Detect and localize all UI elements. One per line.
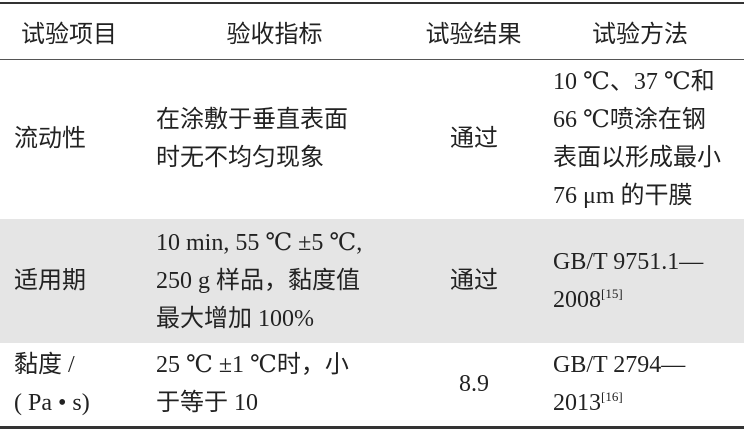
cell-method: 10 ℃、37 ℃和 66 ℃喷涂在钢 表面以形成最小 76 μm 的干膜: [537, 59, 744, 219]
cell-criteria: 10 min, 55 ℃ ±5 ℃, 250 g 样品，黏度值 最大增加 100…: [139, 219, 411, 343]
cell-line: 适用期: [14, 268, 86, 294]
cell-result: 通过: [450, 268, 498, 294]
cell-item: 流动性: [0, 59, 139, 219]
cell-line: 76 μm 的干膜: [553, 183, 693, 210]
cell-line: 在涂敷于垂直表面: [156, 107, 348, 134]
header-test-item: 试验项目: [21, 21, 117, 48]
cell-item: 适用期: [0, 219, 139, 343]
table-row: 黏度 / ( Pa • s) 25 ℃ ±1 ℃时，小 于等于 10 8.9 G…: [0, 343, 744, 427]
cell-line: 最大增加 100%: [156, 306, 314, 332]
cell-result: 通过: [450, 126, 498, 153]
reference-link[interactable]: [15]: [601, 286, 623, 301]
cell-line: 25 ℃ ±1 ℃时，小: [156, 352, 349, 379]
cell-line: GB/T 2794—: [553, 352, 686, 379]
header-row: 试验项目 验收指标 试验结果 试验方法: [0, 3, 744, 59]
header-method: 试验方法: [592, 21, 688, 48]
cell-line: 表面以形成最小: [553, 145, 721, 172]
header-criteria: 验收指标: [226, 21, 323, 48]
cell-result: 8.9: [459, 371, 489, 398]
reference-link[interactable]: [16]: [601, 389, 623, 405]
cell-line: 2008[15]: [553, 281, 744, 319]
cell-line: 10 min, 55 ℃ ±5 ℃,: [156, 230, 363, 256]
table-row: 适用期 10 min, 55 ℃ ±5 ℃, 250 g 样品，黏度值 最大增加…: [0, 219, 744, 343]
cell-line: 66 ℃喷涂在钢: [553, 107, 706, 134]
cell-item: 黏度 / ( Pa • s): [0, 343, 139, 427]
cell-line: 10 ℃、37 ℃和: [553, 69, 715, 96]
table-row: 流动性 在涂敷于垂直表面 时无不均匀现象 通过 10 ℃、37 ℃和 66 ℃喷…: [0, 59, 744, 219]
header-result: 试验结果: [425, 21, 522, 48]
cell-method: GB/T 9751.1— 2008[15]: [537, 219, 744, 343]
cell-line: ( Pa • s): [14, 390, 90, 417]
cell-line: 流动性: [14, 126, 86, 153]
cell-line: 于等于 10: [156, 390, 258, 417]
cell-line-text: 2008: [553, 287, 601, 313]
cell-criteria: 25 ℃ ±1 ℃时，小 于等于 10: [139, 343, 411, 427]
cell-line: 2013[16]: [553, 384, 744, 422]
cell-line: 黏度 /: [14, 352, 75, 379]
cell-criteria: 在涂敷于垂直表面 时无不均匀现象: [139, 59, 411, 219]
cell-line: GB/T 9751.1—: [553, 249, 704, 275]
cell-method: GB/T 2794— 2013[16]: [537, 343, 744, 427]
cell-line: 250 g 样品，黏度值: [156, 268, 360, 294]
cell-line: 时无不均匀现象: [156, 145, 324, 172]
cell-line-text: 2013: [553, 390, 601, 417]
